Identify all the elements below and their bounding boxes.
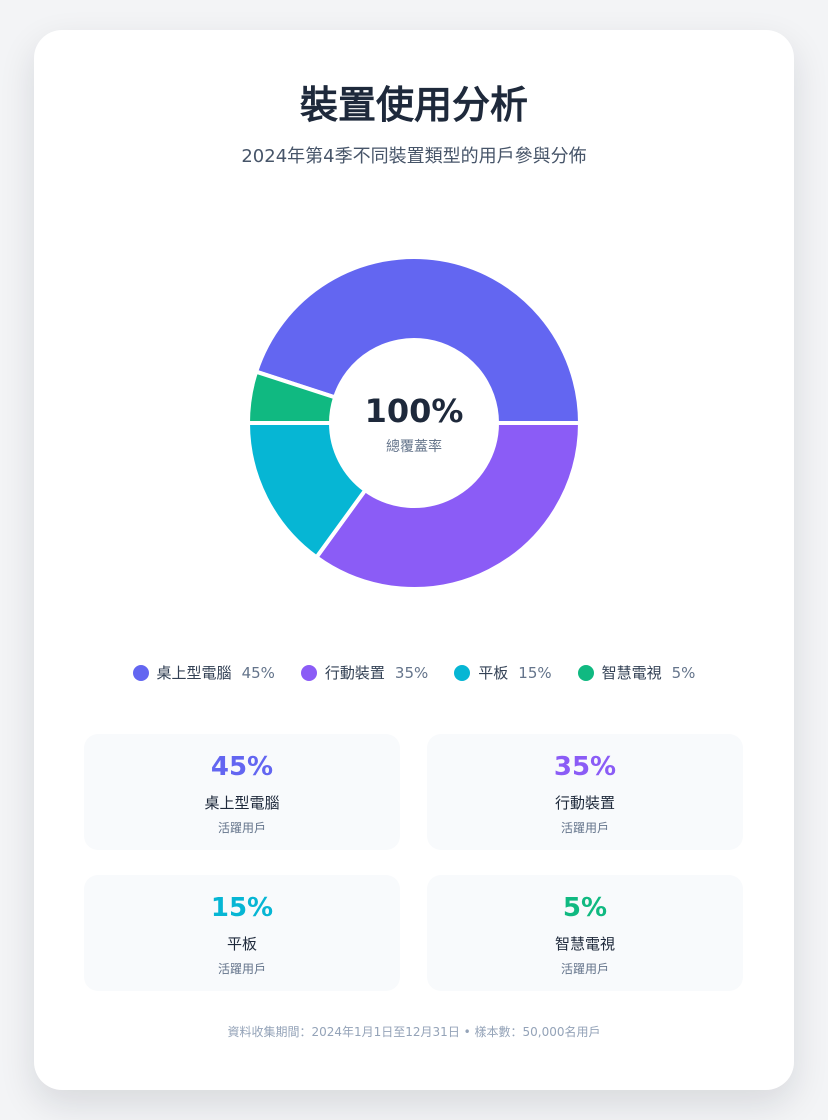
- stat-subtext: 活躍用戶: [217, 962, 266, 976]
- stat-card-mobile: 35% 行動裝置 活躍用戶: [427, 734, 743, 850]
- stat-card-tablet: 15% 平板 活躍用戶: [84, 875, 400, 991]
- stat-value: 5%: [562, 893, 608, 923]
- legend-swatch: [577, 664, 594, 681]
- stat-name: 行動裝置: [554, 794, 615, 812]
- legend-swatch: [300, 664, 317, 681]
- chart-subtitle: 2024年第4季不同裝置類型的用戶參與分佈: [241, 146, 587, 167]
- legend-swatch: [132, 664, 149, 681]
- legend-label: 桌上型電腦: [156, 664, 232, 682]
- legend-value: 15%: [518, 663, 552, 682]
- legend-value: 45%: [241, 663, 275, 682]
- donut-slice-mobile: [314, 421, 582, 591]
- stat-card-smart-tv: 5% 智慧電視 活躍用戶: [427, 875, 743, 991]
- stat-value: 35%: [553, 752, 617, 782]
- legend-label: 智慧電視: [601, 664, 662, 682]
- legend-value: 5%: [671, 663, 696, 682]
- legend-value: 35%: [394, 663, 429, 682]
- legend-label: 平板: [478, 664, 509, 682]
- legend-item-mobile: 行動裝置 35%: [300, 662, 429, 683]
- data-footnote: 資料收集期間：2024年1月1日至12月31日 • 樣本數：50,000名用戶: [227, 1025, 601, 1039]
- center-value: 100%: [364, 392, 464, 430]
- stat-value: 15%: [210, 893, 274, 923]
- legend-item-smart-tv: 智慧電視 5%: [577, 662, 696, 683]
- stat-value: 45%: [210, 752, 274, 782]
- legend-item-desktop: 桌上型電腦 45%: [132, 662, 275, 683]
- stat-card-desktop: 45% 桌上型電腦 活躍用戶: [84, 734, 400, 850]
- center-label: 總覆蓋率: [386, 439, 442, 455]
- stat-name: 桌上型電腦: [204, 794, 280, 812]
- stat-subtext: 活躍用戶: [560, 962, 609, 976]
- legend-swatch: [454, 664, 471, 681]
- stat-subtext: 活躍用戶: [217, 821, 266, 835]
- legend-item-tablet: 平板 15%: [454, 662, 552, 683]
- legend-label: 行動裝置: [324, 664, 385, 682]
- stat-name: 平板: [226, 935, 257, 953]
- legend: 桌上型電腦 45% 行動裝置 35% 平板 15% 智慧電視 5%: [0, 662, 828, 683]
- donut-slice-desktop: [254, 255, 582, 425]
- chart-title: 裝置使用分析: [299, 83, 528, 127]
- donut-chart: [246, 255, 582, 591]
- stat-name: 智慧電視: [554, 935, 615, 953]
- stat-subtext: 活躍用戶: [560, 821, 609, 835]
- donut-slice-smart-tv: [246, 369, 338, 425]
